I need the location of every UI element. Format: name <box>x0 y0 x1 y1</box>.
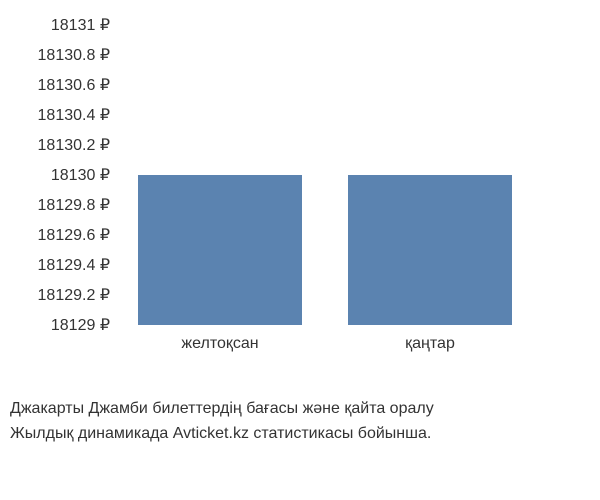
y-tick-label: 18130.6 ₽ <box>10 75 110 95</box>
bar <box>348 175 512 325</box>
y-tick-label: 18130.2 ₽ <box>10 135 110 155</box>
chart-container: 18131 ₽ 18130.8 ₽ 18130.6 ₽ 18130.4 ₽ 18130.… <box>0 10 600 390</box>
y-tick-label: 18129.6 ₽ <box>10 225 110 245</box>
x-axis-label: желтоқсан <box>181 335 258 353</box>
y-tick-label: 18130.8 ₽ <box>10 45 110 65</box>
x-axis-label: қаңтар <box>405 335 455 353</box>
y-tick-label: 18129.4 ₽ <box>10 255 110 275</box>
caption-line-2: Жылдық динамикада Avticket.kz статистика… <box>10 425 431 443</box>
y-tick-label: 18131 ₽ <box>10 15 110 35</box>
plot-area <box>115 25 535 325</box>
bar <box>138 175 302 325</box>
y-tick-label: 18130 ₽ <box>10 165 110 185</box>
caption-line-1: Джакарты Джамби билеттердің бағасы және … <box>10 400 434 418</box>
y-tick-label: 18129 ₽ <box>10 315 110 335</box>
y-tick-label: 18130.4 ₽ <box>10 105 110 125</box>
y-tick-label: 18129.8 ₽ <box>10 195 110 215</box>
y-axis: 18131 ₽ 18130.8 ₽ 18130.6 ₽ 18130.4 ₽ 18130.… <box>0 10 110 340</box>
y-tick-label: 18129.2 ₽ <box>10 285 110 305</box>
